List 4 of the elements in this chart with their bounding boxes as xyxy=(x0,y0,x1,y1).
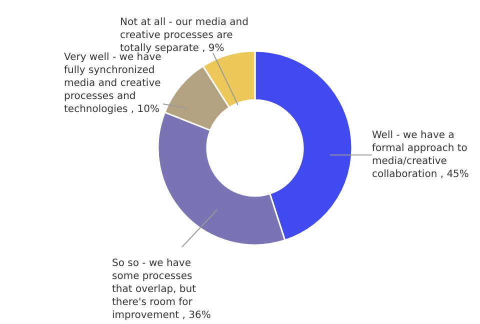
slice-label: Very well - we have fully synchronized media and creative processes and technologies , 10% xyxy=(64,52,162,115)
slice-label: Well - we have a formal approach to media/creative collaboration , 45% xyxy=(372,130,469,180)
slice-label: So so - we have some processes that overlap, but there's room for improvement , 36% xyxy=(112,258,211,321)
slice-label: Not at all - our media and creative processes are totally separate , 9% xyxy=(120,17,248,54)
